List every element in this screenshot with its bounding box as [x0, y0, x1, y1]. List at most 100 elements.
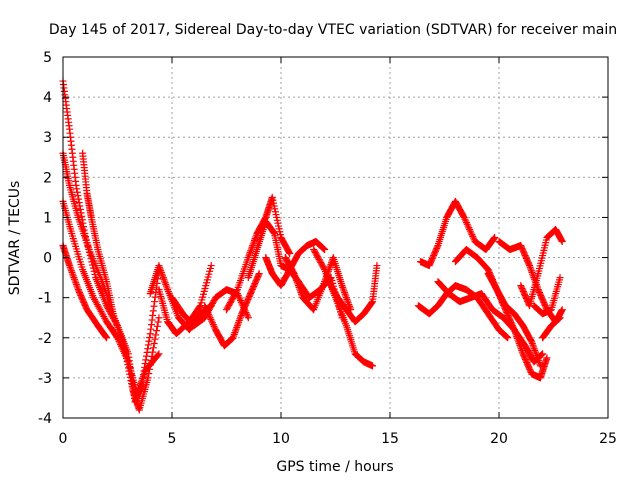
- data-point: [144, 341, 152, 349]
- data-point: [232, 325, 240, 333]
- data-point: [247, 247, 255, 255]
- data-point: [109, 310, 117, 318]
- data-point: [340, 287, 348, 295]
- data-point: [134, 386, 142, 394]
- data-point: [118, 344, 126, 352]
- data-point: [208, 317, 216, 325]
- data-points: [59, 77, 566, 414]
- data-point: [467, 229, 475, 237]
- data-point: [294, 280, 302, 288]
- data-point: [121, 351, 129, 359]
- y-tick-label: 4: [43, 90, 52, 106]
- data-point: [71, 275, 79, 283]
- data-point: [201, 303, 209, 311]
- data-point: [291, 271, 299, 279]
- data-point: [517, 345, 525, 353]
- data-point: [102, 333, 110, 341]
- data-point: [463, 220, 471, 228]
- data-point: [69, 270, 77, 278]
- data-point: [531, 348, 539, 356]
- data-point: [536, 360, 544, 368]
- data-point: [465, 224, 473, 232]
- data-point: [251, 235, 259, 243]
- data-point: [285, 248, 293, 256]
- data-point: [146, 330, 154, 338]
- data-point: [237, 311, 245, 319]
- data-point: [149, 307, 157, 315]
- data-point: [533, 353, 541, 361]
- data-point: [203, 307, 211, 315]
- data-point: [231, 329, 239, 337]
- data-point: [525, 260, 533, 268]
- data-point: [469, 234, 477, 242]
- data-point: [341, 290, 349, 298]
- data-point: [460, 213, 468, 221]
- data-point: [515, 338, 523, 346]
- series-track-7: [155, 262, 215, 338]
- data-point: [291, 273, 299, 281]
- series-track-5: [79, 149, 117, 318]
- data-point: [75, 199, 83, 207]
- data-point: [368, 299, 376, 307]
- y-tick-label: 2: [43, 170, 52, 186]
- data-point: [295, 283, 303, 291]
- data-point: [556, 314, 564, 322]
- series-track-9: [201, 270, 263, 350]
- data-point: [71, 277, 79, 285]
- data-point: [433, 243, 441, 251]
- data-point: [530, 345, 538, 353]
- data-point: [73, 282, 81, 290]
- data-point: [344, 299, 352, 307]
- data-point: [233, 322, 241, 330]
- data-point: [147, 321, 155, 329]
- data-point: [141, 369, 149, 377]
- data-point: [233, 287, 241, 295]
- data-point: [339, 283, 347, 291]
- data-point: [511, 327, 519, 335]
- data-point: [510, 326, 518, 334]
- data-point: [244, 312, 252, 320]
- data-point: [528, 268, 536, 276]
- series-track-24: [539, 314, 564, 342]
- data-point: [151, 335, 159, 343]
- data-point: [533, 352, 541, 360]
- y-tick-label: -3: [38, 371, 52, 387]
- data-point: [516, 343, 524, 351]
- x-tick-label: 0: [59, 431, 68, 447]
- y-tick-label: 5: [43, 50, 52, 66]
- data-point: [321, 246, 329, 254]
- data-point: [149, 344, 157, 352]
- data-point: [342, 292, 350, 300]
- data-point: [466, 225, 474, 233]
- data-point: [490, 234, 498, 242]
- data-point: [297, 289, 305, 297]
- data-point: [327, 260, 335, 268]
- data-point: [235, 317, 243, 325]
- data-point: [123, 354, 131, 362]
- data-point: [531, 346, 539, 354]
- data-point: [115, 337, 123, 345]
- data-point: [230, 332, 238, 340]
- data-point: [161, 277, 169, 285]
- data-point: [529, 341, 537, 349]
- data-point: [556, 274, 564, 282]
- data-point: [154, 351, 162, 359]
- data-point: [528, 340, 536, 348]
- data-point: [67, 265, 75, 273]
- series-track-10: [223, 193, 294, 314]
- data-point: [516, 341, 524, 349]
- data-point: [151, 298, 159, 306]
- data-point: [162, 280, 170, 288]
- data-point: [534, 355, 542, 363]
- data-point: [117, 341, 125, 349]
- data-point: [163, 284, 171, 292]
- data-point: [528, 338, 536, 346]
- data-point: [135, 385, 143, 393]
- data-point: [535, 357, 543, 365]
- data-point: [159, 272, 167, 280]
- data-point: [246, 248, 254, 256]
- data-point: [469, 232, 477, 240]
- data-point: [229, 334, 237, 342]
- data-point: [142, 356, 150, 364]
- data-point: [72, 280, 80, 288]
